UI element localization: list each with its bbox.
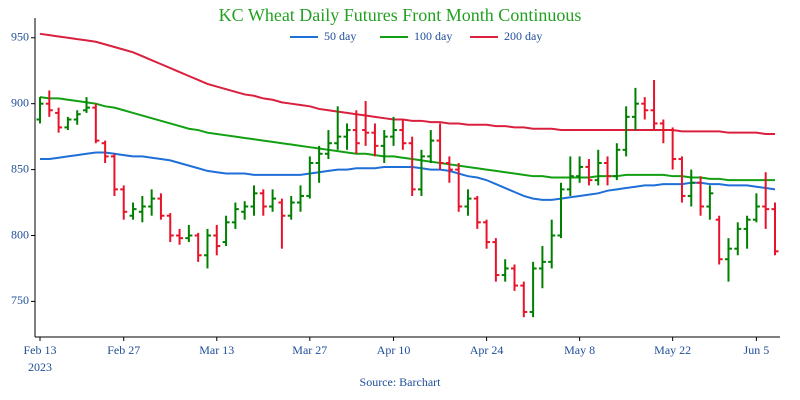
x-tick-label: Mar 27 bbox=[292, 343, 327, 357]
legend-label: 100 day bbox=[414, 29, 452, 43]
x-tick-label: Feb 27 bbox=[107, 343, 140, 357]
moving-average-line bbox=[40, 151, 776, 201]
x-tick-label: Feb 13 bbox=[24, 343, 57, 357]
x-tick-label: May 22 bbox=[654, 343, 691, 357]
moving-average-line bbox=[39, 96, 775, 182]
x-year-label: 2023 bbox=[28, 360, 52, 374]
y-tick-label: 800 bbox=[11, 227, 29, 241]
legend-label: 50 day bbox=[324, 29, 356, 43]
y-tick-label: 750 bbox=[11, 293, 29, 307]
source-note: Source: Barchart bbox=[360, 375, 442, 389]
y-tick-label: 900 bbox=[11, 95, 29, 109]
x-tick-label: Apr 10 bbox=[377, 343, 411, 357]
y-tick-label: 950 bbox=[11, 30, 29, 44]
x-tick-label: Mar 13 bbox=[199, 343, 234, 357]
x-tick-label: Apr 24 bbox=[470, 343, 504, 357]
chart-title: KC Wheat Daily Futures Front Month Conti… bbox=[219, 5, 582, 25]
x-tick-label: Jun 5 bbox=[744, 343, 770, 357]
x-tick-label: May 8 bbox=[564, 343, 595, 357]
legend-label: 200 day bbox=[504, 29, 542, 43]
moving-average-line bbox=[39, 32, 775, 135]
y-tick-label: 850 bbox=[11, 161, 29, 175]
